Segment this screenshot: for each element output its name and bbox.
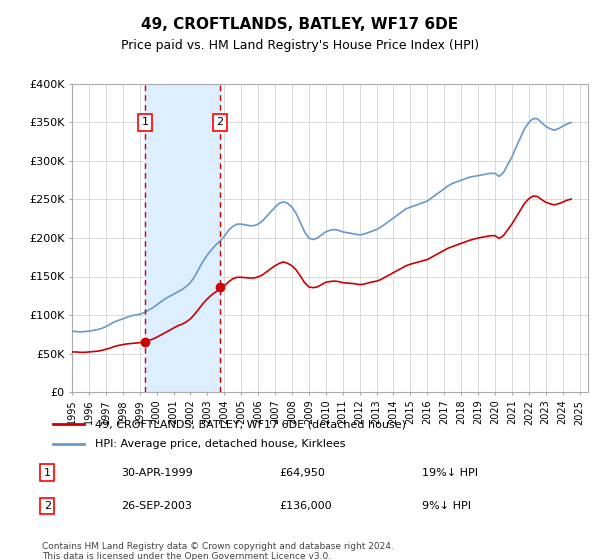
Text: 9%↓ HPI: 9%↓ HPI: [422, 501, 471, 511]
Text: 1: 1: [142, 118, 149, 128]
Text: 26-SEP-2003: 26-SEP-2003: [121, 501, 192, 511]
Text: Price paid vs. HM Land Registry's House Price Index (HPI): Price paid vs. HM Land Registry's House …: [121, 39, 479, 52]
Text: £64,950: £64,950: [280, 468, 325, 478]
Text: 19%↓ HPI: 19%↓ HPI: [422, 468, 478, 478]
Text: 2: 2: [44, 501, 51, 511]
Text: £136,000: £136,000: [280, 501, 332, 511]
Text: 2: 2: [216, 118, 223, 128]
Text: HPI: Average price, detached house, Kirklees: HPI: Average price, detached house, Kirk…: [95, 439, 346, 449]
Bar: [145, 84, 220, 392]
Text: 1: 1: [44, 468, 51, 478]
Text: Contains HM Land Registry data © Crown copyright and database right 2024.
This d: Contains HM Land Registry data © Crown c…: [42, 542, 394, 560]
Text: 49, CROFTLANDS, BATLEY, WF17 6DE (detached house): 49, CROFTLANDS, BATLEY, WF17 6DE (detach…: [95, 419, 406, 429]
Text: 30-APR-1999: 30-APR-1999: [121, 468, 193, 478]
Text: 49, CROFTLANDS, BATLEY, WF17 6DE: 49, CROFTLANDS, BATLEY, WF17 6DE: [142, 17, 458, 32]
